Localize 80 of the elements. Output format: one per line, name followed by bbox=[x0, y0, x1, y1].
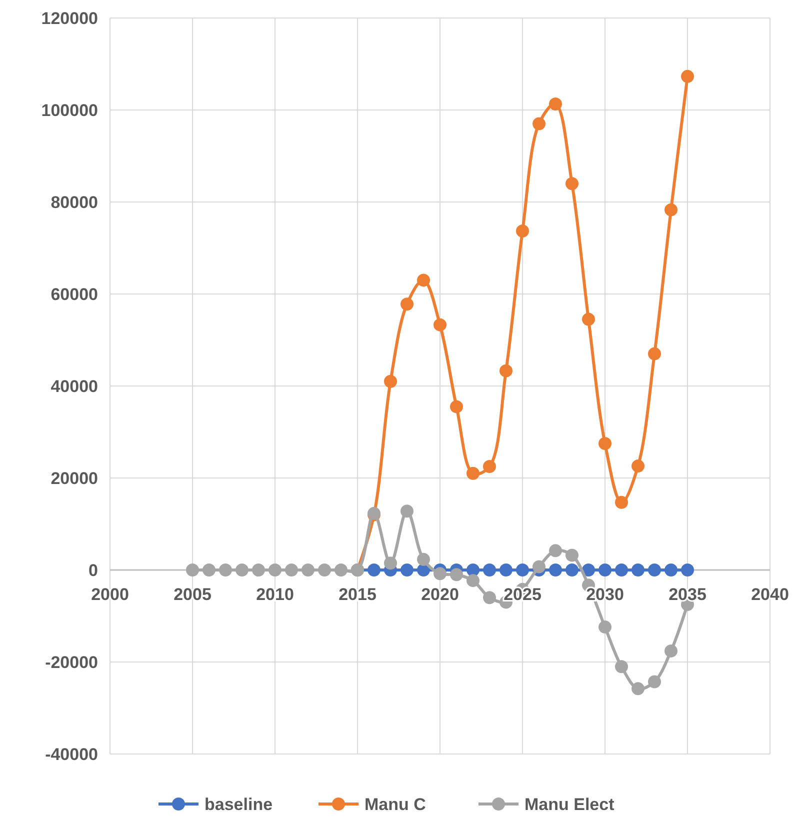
x-tick-label: 2000 bbox=[91, 585, 129, 604]
point bbox=[632, 564, 644, 576]
y-tick-label: 20000 bbox=[50, 468, 98, 488]
point bbox=[516, 224, 529, 238]
y-tick-label: 120000 bbox=[41, 8, 98, 28]
point bbox=[549, 564, 562, 576]
point bbox=[236, 564, 248, 576]
point bbox=[285, 564, 298, 576]
y-tick-label: 0 bbox=[88, 560, 98, 580]
point bbox=[615, 564, 628, 576]
point bbox=[648, 347, 661, 360]
point bbox=[582, 564, 595, 576]
point bbox=[466, 466, 480, 480]
point bbox=[483, 460, 496, 473]
y-tick-label: 80000 bbox=[50, 192, 98, 212]
point bbox=[500, 364, 512, 378]
point bbox=[318, 564, 331, 576]
point bbox=[384, 556, 397, 570]
point bbox=[549, 544, 562, 558]
point bbox=[566, 564, 578, 576]
point bbox=[664, 564, 678, 576]
point bbox=[400, 298, 414, 311]
point bbox=[400, 504, 414, 518]
point bbox=[681, 564, 694, 576]
point bbox=[417, 552, 430, 566]
point bbox=[417, 274, 430, 287]
y-tick-label: 40000 bbox=[50, 376, 98, 396]
point bbox=[566, 177, 578, 190]
y-tick-label: 100000 bbox=[41, 100, 98, 120]
point bbox=[302, 564, 314, 576]
y-tick-label: 60000 bbox=[50, 284, 98, 304]
point bbox=[598, 564, 612, 576]
point bbox=[466, 574, 480, 588]
x-tick-label: 2040 bbox=[751, 585, 789, 604]
point bbox=[483, 564, 496, 576]
point bbox=[681, 70, 694, 83]
point bbox=[466, 564, 480, 576]
point bbox=[598, 620, 612, 634]
point bbox=[400, 564, 414, 576]
point bbox=[632, 682, 644, 696]
point bbox=[598, 437, 612, 450]
point bbox=[334, 564, 348, 576]
point bbox=[516, 564, 529, 576]
point bbox=[186, 564, 199, 576]
x-tick-label: 2005 bbox=[174, 585, 212, 604]
point bbox=[483, 591, 496, 604]
x-tick-label: 2025 bbox=[504, 585, 542, 604]
x-tick-label: 2010 bbox=[256, 585, 294, 604]
point bbox=[615, 496, 628, 509]
point bbox=[664, 203, 678, 216]
point bbox=[450, 400, 463, 414]
point bbox=[664, 644, 678, 658]
x-tick-label: 2035 bbox=[668, 585, 706, 604]
point bbox=[566, 548, 578, 562]
legend-label: Manu C bbox=[364, 794, 426, 814]
y-tick-label: -40000 bbox=[45, 744, 98, 764]
point bbox=[532, 117, 546, 130]
legend-label: Manu Elect bbox=[524, 794, 615, 814]
point bbox=[648, 675, 661, 688]
point bbox=[368, 564, 380, 576]
x-tick-label: 2020 bbox=[421, 585, 459, 604]
point bbox=[252, 564, 265, 576]
point bbox=[615, 660, 628, 674]
point bbox=[549, 98, 562, 111]
legend-label: baseline bbox=[204, 794, 273, 814]
point bbox=[648, 564, 661, 576]
point bbox=[202, 564, 216, 576]
point bbox=[384, 374, 397, 388]
point bbox=[532, 560, 546, 574]
point bbox=[268, 564, 282, 576]
point bbox=[434, 567, 446, 580]
point bbox=[219, 564, 232, 576]
point bbox=[434, 318, 446, 332]
point bbox=[582, 312, 595, 326]
point bbox=[450, 568, 463, 582]
y-tick-label: -20000 bbox=[45, 652, 98, 672]
x-tick-label: 2030 bbox=[586, 585, 624, 604]
x-tick-label: 2015 bbox=[338, 585, 376, 604]
point bbox=[500, 564, 512, 576]
point bbox=[632, 460, 644, 473]
